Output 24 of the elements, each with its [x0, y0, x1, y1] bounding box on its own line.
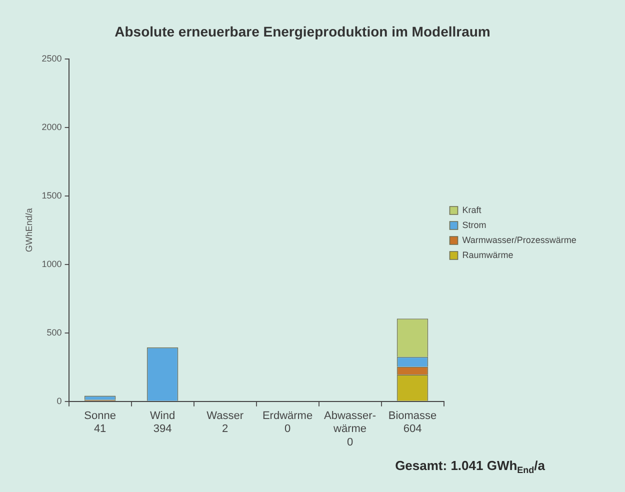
y-tick-label: 1000 — [42, 258, 62, 269]
x-tick-label: Erdwärme — [262, 410, 313, 422]
x-tick-label: Wind — [150, 410, 176, 422]
legend-label: Warmwasser/Prozesswärme — [462, 234, 576, 245]
y-axis-title: GWhEnd/a — [24, 208, 34, 252]
total-label: 0 — [346, 436, 354, 448]
total-label: 394 — [153, 423, 172, 436]
legend-label: Strom — [462, 220, 486, 230]
total-label: 0 — [284, 423, 291, 436]
y-tick-label: 1500 — [42, 190, 62, 200]
x-tick-label: Biomasse — [388, 410, 437, 422]
y-tick-label: 2000 — [42, 122, 62, 132]
x-tick-label: Abwasser- wärme — [324, 410, 376, 436]
y-tick-label: 2500 — [42, 53, 62, 64]
chart-title: Absolute erneuerbare Energieproduktion im Modellraum — [114, 23, 490, 40]
x-tick-label: Wasser — [206, 410, 244, 422]
legend-label: Kraft — [462, 204, 482, 215]
total-label: 2 — [222, 423, 228, 436]
legend-label: Raumwärme — [462, 250, 514, 260]
total-label: 604 — [403, 423, 422, 436]
y-tick-label: 0 — [56, 396, 62, 406]
x-tick-label: Sonne — [84, 410, 116, 422]
y-tick-label: 500 — [46, 327, 62, 338]
total-label: 41 — [94, 423, 106, 436]
